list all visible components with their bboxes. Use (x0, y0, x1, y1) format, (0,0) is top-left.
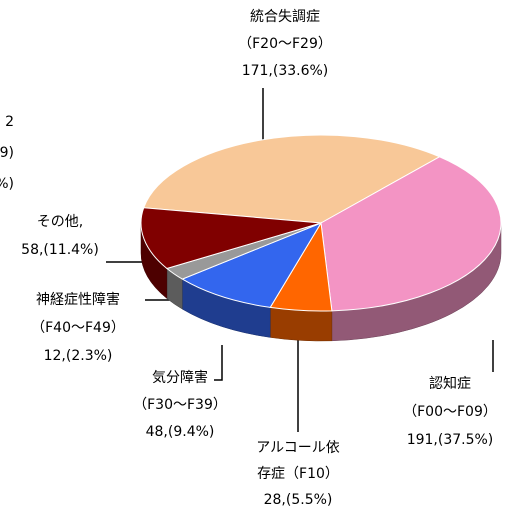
slice-label: 神経症性障害 (36, 292, 120, 308)
slice-label: その他, (37, 214, 83, 230)
slice-label: アルコール依 (256, 440, 340, 456)
sides (140, 222, 502, 342)
slice (140, 207, 322, 270)
value-label: 12,(2.3%) (44, 348, 113, 364)
slice-label: （F40～F49） (31, 320, 125, 336)
slice-label: 存症（F10） (257, 466, 339, 482)
cropped-label: 9) (0, 145, 14, 161)
value-label: 58,(11.4%) (21, 242, 99, 258)
slice-label: 気分障害 (152, 370, 208, 386)
tops (140, 134, 502, 312)
cropped-label: 2 (5, 114, 14, 130)
value-label: 48,(9.4%) (146, 424, 215, 440)
slice-side (269, 307, 333, 342)
value-label: 171,(33.6%) (242, 63, 329, 79)
slice (320, 156, 502, 312)
slice-label: （F00～F09） (403, 404, 497, 420)
slice-label: 統合失調症 (250, 9, 320, 25)
slice-label: （F30～F39） (133, 397, 227, 413)
leader-line (214, 345, 223, 381)
slice (143, 134, 441, 224)
slice-label: 認知症 (429, 375, 471, 392)
slice (181, 221, 323, 308)
value-label: 28,(5.5%) (264, 492, 333, 508)
value-label: 191,(37.5%) (407, 432, 494, 448)
cropped-label: %) (0, 176, 14, 192)
slice-label: （F20～F29） (238, 36, 332, 52)
